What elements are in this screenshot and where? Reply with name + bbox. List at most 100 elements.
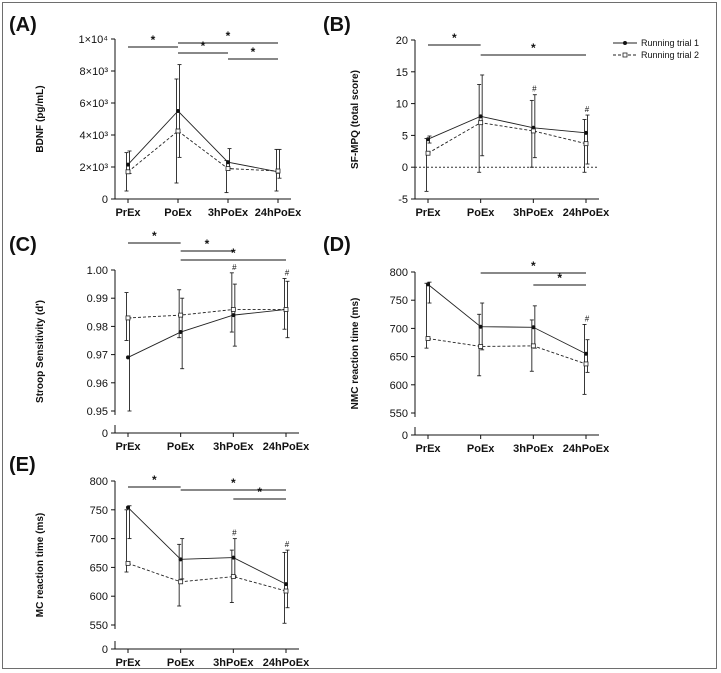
significance-star-a: * bbox=[151, 33, 156, 47]
y-tick-label-c: 0.95 bbox=[87, 406, 108, 418]
y-axis-label-c: Stroop Sensitivity (d') bbox=[35, 300, 46, 403]
y-tick-label-c: 0.99 bbox=[87, 293, 108, 305]
series-line-c-s2 bbox=[127, 309, 286, 319]
y-axis-label-e: MC reaction time (ms) bbox=[35, 513, 46, 617]
significance-star-b: * bbox=[452, 31, 457, 45]
y-tick-label-e: 650 bbox=[90, 562, 108, 574]
data-point-a-s2 bbox=[175, 128, 181, 134]
panel-label-c: (C) bbox=[9, 234, 37, 256]
y-tick-label-a: 0 bbox=[102, 194, 108, 206]
significance-star-a: * bbox=[201, 39, 206, 53]
y-tick-label-c: 1.00 bbox=[87, 265, 108, 277]
data-point-d-s2 bbox=[530, 343, 536, 349]
data-point-e-s1 bbox=[284, 582, 288, 587]
x-tick-label-a: PoEx bbox=[164, 207, 192, 219]
y-tick-label-d: 600 bbox=[390, 380, 408, 392]
y-tick-label-a: 1×10⁴ bbox=[78, 34, 108, 46]
hash-marker-c: # bbox=[232, 263, 237, 272]
x-tick-label-c: PrEx bbox=[115, 441, 141, 453]
series-line-b-s1 bbox=[427, 115, 587, 140]
significance-star-e: * bbox=[152, 473, 157, 487]
x-tick-label-c: PoEx bbox=[167, 441, 195, 453]
series-line-c-s1 bbox=[127, 309, 287, 358]
data-point-e-s2 bbox=[230, 574, 236, 580]
y-tick-label-c: 0.97 bbox=[87, 350, 108, 362]
data-point-e-s1 bbox=[178, 557, 183, 562]
series-line-a-s1 bbox=[127, 110, 279, 173]
significance-star-d: * bbox=[531, 259, 536, 273]
y-axis-label-d: NMC reaction time (ms) bbox=[350, 298, 361, 410]
y-tick-label-e: 700 bbox=[90, 534, 108, 546]
data-point-a-s1 bbox=[226, 160, 230, 165]
legend-label-s2: Running trial 2 bbox=[641, 50, 699, 60]
data-point-a-s1 bbox=[176, 109, 180, 113]
x-tick-label-a: 24hPoEx bbox=[255, 207, 302, 219]
panel-label-e: (E) bbox=[9, 454, 36, 476]
y-tick-label-e: 800 bbox=[90, 476, 108, 488]
y-tick-label-a: 6×10³ bbox=[80, 98, 109, 110]
x-tick-label-d: PoEx bbox=[467, 443, 495, 455]
y-tick-label-zero-d: 0 bbox=[402, 430, 408, 442]
data-point-c-s2 bbox=[230, 307, 236, 312]
y-tick-label-b: 15 bbox=[396, 67, 408, 79]
series-line-d-s1 bbox=[427, 284, 587, 355]
significance-star-c: * bbox=[152, 229, 157, 243]
data-point-e-s1 bbox=[126, 505, 130, 510]
significance-star-a: * bbox=[251, 45, 256, 59]
data-point-c-s2 bbox=[125, 315, 131, 321]
y-tick-label-e: 750 bbox=[90, 505, 108, 517]
x-tick-label-b: 24hPoEx bbox=[563, 207, 610, 219]
data-point-c-s2 bbox=[283, 307, 289, 312]
series-line-d-s2 bbox=[427, 338, 587, 365]
y-tick-label-b: 20 bbox=[396, 35, 408, 47]
hash-marker-c: # bbox=[285, 268, 290, 277]
y-tick-label-d: 700 bbox=[390, 323, 408, 335]
panel-label-a: (A) bbox=[9, 14, 37, 36]
legend-marker-s2 bbox=[622, 52, 628, 58]
legend-label-s1: Running trial 1 bbox=[641, 38, 699, 48]
y-tick-label-a: 8×10³ bbox=[80, 66, 109, 78]
y-tick-label-c: 0.98 bbox=[87, 321, 108, 333]
x-tick-label-b: 3hPoEx bbox=[513, 207, 554, 219]
x-tick-label-e: PoEx bbox=[167, 657, 195, 669]
y-tick-label-c: 0.96 bbox=[87, 378, 108, 390]
series-line-e-s2 bbox=[127, 562, 287, 592]
significance-star-d: * bbox=[557, 271, 562, 285]
y-tick-label-d: 750 bbox=[390, 295, 408, 307]
data-point-b-s1 bbox=[478, 114, 483, 119]
multi-panel-chart: (A) 0 2×10³ 4×10³ 6×10³ 8×10³ 1×10⁴ PrEx PoEx 3hP… bbox=[9, 14, 699, 669]
y-tick-label-b: -5 bbox=[398, 194, 408, 206]
y-tick-label-d: 650 bbox=[390, 352, 408, 364]
series-line-e-s1 bbox=[127, 507, 287, 585]
data-point-b-s2 bbox=[478, 120, 484, 126]
data-point-c-s1 bbox=[178, 330, 183, 335]
hash-marker-e: # bbox=[285, 540, 290, 549]
significance-star-c: * bbox=[205, 237, 210, 251]
panel-label-b: (B) bbox=[323, 14, 351, 36]
data-point-b-s2 bbox=[583, 141, 589, 147]
data-point-d-s1 bbox=[584, 351, 588, 356]
y-tick-label-zero-c: 0 bbox=[102, 428, 108, 440]
x-tick-label-e: PrEx bbox=[115, 657, 141, 669]
data-point-d-s2 bbox=[583, 361, 589, 367]
y-tick-label-a: 2×10³ bbox=[80, 162, 109, 174]
data-point-d-s2 bbox=[425, 336, 431, 341]
data-point-a-s1 bbox=[126, 162, 130, 167]
significance-star-a: * bbox=[226, 29, 231, 43]
significance-star-e: * bbox=[231, 476, 236, 490]
panel-label-d: (D) bbox=[323, 234, 351, 256]
data-point-c-s2 bbox=[178, 312, 184, 318]
x-tick-label-c: 3hPoEx bbox=[213, 441, 254, 453]
series-line-b-s2 bbox=[427, 122, 587, 154]
y-axis-label-b: SF-MPQ (total score) bbox=[350, 70, 361, 169]
data-point-e-s2 bbox=[283, 588, 289, 594]
legend-marker-s1 bbox=[623, 41, 627, 45]
x-tick-label-a: PrEx bbox=[115, 207, 141, 219]
series-line-a-s2 bbox=[127, 130, 279, 173]
y-tick-label-a: 4×10³ bbox=[80, 130, 109, 142]
y-tick-label-e: 600 bbox=[90, 591, 108, 603]
data-point-a-s2 bbox=[275, 168, 281, 174]
y-tick-label-d: 800 bbox=[390, 267, 408, 279]
data-point-a-s2 bbox=[225, 166, 231, 172]
